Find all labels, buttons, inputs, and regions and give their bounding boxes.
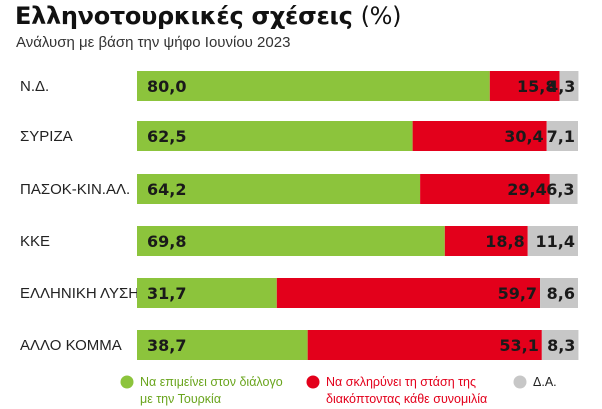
- bar-dk-5: [540, 278, 578, 308]
- value-label-harden-4: 18,8: [485, 232, 524, 251]
- legend-label-dialogue-1: Να επιμείνει στον διάλογο: [140, 375, 283, 389]
- bar-dk-2: [546, 121, 578, 151]
- bar-dialogue-1: [137, 71, 490, 101]
- category-label-1: Ν.Δ.: [20, 78, 49, 95]
- value-label-dk-1: 4,3: [547, 77, 575, 96]
- category-label-5: ΕΛΛΗΝΙΚΗ ΛΥΣΗ: [20, 285, 139, 302]
- value-label-dk-4: 11,4: [536, 232, 575, 251]
- legend-label-dk-1: Δ.Α.: [533, 375, 557, 389]
- legend-marker-harden: [306, 375, 320, 389]
- category-label-2: ΣΥΡΙΖΑ: [20, 128, 73, 145]
- value-label-harden-3: 29,4: [507, 180, 546, 199]
- value-label-dk-5: 8,6: [547, 284, 575, 303]
- chart-title: Ελληνοτουρκικές σχέσεις (%): [15, 2, 402, 30]
- value-label-harden-5: 59,7: [498, 284, 537, 303]
- category-label-3: ΠΑΣΟΚ-ΚΙΝ.ΑΛ.: [20, 181, 130, 198]
- value-label-harden-1: 15,8: [517, 77, 556, 96]
- bar-harden-2: [412, 121, 547, 151]
- bar-harden-1: [489, 71, 560, 101]
- value-label-harden-2: 30,4: [504, 127, 543, 146]
- bar-dk-1: [559, 71, 579, 101]
- category-label-4: ΚΚΕ: [20, 233, 50, 250]
- bar-dialogue-5: [137, 278, 277, 308]
- value-label-dk-3: 6,3: [546, 180, 574, 199]
- value-label-dk-6: 8,3: [547, 336, 575, 355]
- legend-marker-dk: [513, 375, 527, 389]
- value-label-dk-2: 7,1: [547, 127, 575, 146]
- legend-label-harden-2: διακόπτοντας κάθε συνομιλία: [326, 392, 487, 406]
- category-label-6: ΑΛΛΟ ΚΟΜΜΑ: [20, 337, 122, 354]
- value-label-dialogue-6: 38,7: [147, 336, 186, 355]
- chart-title-main: Ελληνοτουρκικές σχέσεις: [15, 2, 353, 30]
- bar-dialogue-3: [137, 174, 421, 204]
- legend-marker-dialogue: [120, 375, 134, 389]
- value-label-dialogue-3: 64,2: [147, 180, 186, 199]
- bar-harden-6: [307, 330, 542, 360]
- bar-dk-4: [527, 226, 578, 256]
- bar-harden-5: [276, 278, 541, 308]
- value-label-harden-6: 53,1: [499, 336, 538, 355]
- legend-label-harden-1: Να σκληρύνει τη στάση της: [326, 375, 476, 389]
- legend-label-dialogue-2: με την Τουρκία: [140, 392, 221, 406]
- bar-dialogue-4: [137, 226, 445, 256]
- value-label-dialogue-1: 80,0: [147, 77, 186, 96]
- bar-harden-4: [444, 226, 528, 256]
- bar-dialogue-2: [137, 121, 413, 151]
- value-label-dialogue-2: 62,5: [147, 127, 186, 146]
- value-label-dialogue-4: 69,8: [147, 232, 186, 251]
- bar-dialogue-6: [137, 330, 308, 360]
- chart-title-unit: (%): [360, 2, 402, 30]
- bar-dk-6: [541, 330, 579, 360]
- chart-subtitle: Ανάλυση με βάση την ψήφο Ιουνίου 2023: [16, 34, 291, 51]
- bar-dk-3: [549, 174, 578, 204]
- value-label-dialogue-5: 31,7: [147, 284, 186, 303]
- bar-harden-3: [420, 174, 550, 204]
